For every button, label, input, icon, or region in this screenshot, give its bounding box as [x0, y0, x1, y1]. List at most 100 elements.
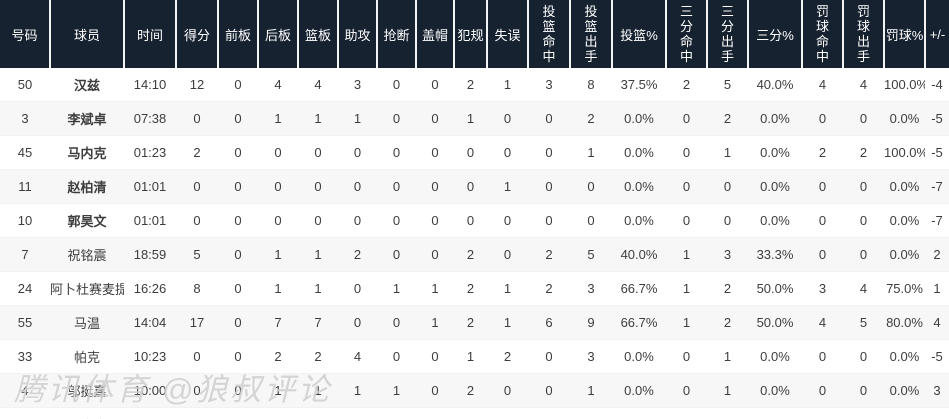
player-row: 24 阿卜杜赛麦提 16:26 8 0 1 1 0 1 1 2 1 2 3 66.7% 1 2 50.0% 3 4 75… — [0, 271, 949, 306]
stat-cell-ft-made: 0 — [802, 407, 843, 419]
table-header: 号码 球员 时间 得分 前板 后板 篮板 助攻 抢断 盖帽 犯规 失误 投篮命中 投篮出手 投篮% 三分命中 三… — [0, 0, 949, 68]
stat-cell-plus-minus: -2 — [925, 407, 949, 419]
stat-cell-def-rebounds: 0 — [258, 169, 298, 204]
stat-cell-blocks: 0 — [416, 407, 454, 419]
stat-cell-fouls: 2 — [454, 271, 487, 306]
stat-cell-steals: 0 — [377, 101, 416, 136]
stat-cell-assists: 2 — [338, 237, 377, 272]
column-header-off-rebounds: 前板 — [218, 0, 259, 68]
stat-cell-number: 24 — [0, 271, 50, 306]
stat-cell-off-rebounds: 0 — [218, 237, 258, 272]
player-row: 50 汉兹 14:10 12 0 4 4 3 0 0 2 1 3 8 37.5% 2 5 40.0% 4 4 100.0… — [0, 68, 949, 102]
stat-cell-three-attempted: 2 — [707, 101, 748, 136]
stat-cell-three-pct: 50.0% — [748, 305, 802, 340]
stat-cell-turnovers: 1 — [487, 305, 528, 340]
player-name-cell: 马内克 — [50, 135, 124, 170]
stat-cell-rebounds: 1 — [298, 237, 338, 272]
stat-cell-points: 8 — [176, 271, 218, 306]
stat-cell-ft-made: 0 — [802, 339, 843, 374]
stat-cell-ft-attempted: 2 — [843, 135, 884, 170]
stat-cell-ft-pct: 80.0% — [884, 305, 925, 340]
stat-cell-rebounds: 1 — [298, 101, 338, 136]
stat-cell-number: 4 — [0, 373, 50, 408]
column-header-time: 时间 — [124, 0, 177, 68]
column-header-player: 球员 — [50, 0, 125, 68]
stat-cell-assists: 0 — [338, 135, 377, 170]
stat-cell-blocks: 0 — [416, 135, 454, 170]
stat-cell-def-rebounds: 1 — [258, 271, 298, 306]
stat-cell-ft-made: 2 — [802, 135, 843, 170]
stat-cell-points: 0 — [176, 101, 218, 136]
stat-cell-three-pct: 0.0% — [748, 169, 802, 204]
stat-cell-steals: 0 — [377, 305, 416, 340]
player-row: 4 邬挺嘉 10:00 0 0 1 1 1 1 0 2 0 0 1 0.0% 0 1 0.0% 0 0 0.0% 3 — [0, 373, 949, 408]
column-header-label: 罚球出手 — [856, 4, 870, 64]
stat-cell-three-pct: 0.0% — [748, 339, 802, 374]
stat-cell-time: 18:59 — [124, 237, 176, 272]
stat-cell-ft-pct: 75.0% — [884, 271, 925, 306]
player-row: 7 祝铭震 18:59 5 0 1 1 2 0 0 2 0 2 5 40.0% 1 3 33.3% 0 0 0.0% 2 — [0, 237, 949, 272]
stat-cell-fg-attempted: 3 — [570, 271, 612, 306]
stat-cell-plus-minus: 2 — [925, 237, 949, 272]
player-name-cell: 马鑫鑫 — [50, 407, 124, 419]
stat-cell-off-rebounds: 0 — [218, 68, 258, 102]
stat-cell-plus-minus: -5 — [925, 101, 949, 136]
stat-cell-off-rebounds: 0 — [218, 203, 258, 238]
stat-cell-three-attempted: 0 — [707, 203, 748, 238]
column-header-label: 投篮命中 — [542, 4, 556, 64]
stat-cell-assists: 1 — [338, 101, 377, 136]
stat-cell-rebounds: 1 — [298, 407, 338, 419]
stat-cell-assists: 3 — [338, 68, 377, 102]
stat-cell-steals: 1 — [377, 373, 416, 408]
stat-cell-ft-pct: 0.0% — [884, 101, 925, 136]
stat-cell-off-rebounds: 0 — [218, 339, 258, 374]
player-name-cell: 马温 — [50, 305, 124, 340]
stat-cell-fouls: 2 — [454, 237, 487, 272]
stat-cell-three-attempted: 1 — [707, 373, 748, 408]
column-header-ft-made: 罚球命中 — [802, 0, 844, 68]
stat-cell-ft-made: 4 — [802, 305, 843, 340]
stat-cell-steals: 0 — [377, 203, 416, 238]
stat-cell-assists: 4 — [338, 339, 377, 374]
stat-cell-ft-made: 0 — [802, 373, 843, 408]
stat-cell-three-made: 0 — [666, 339, 707, 374]
stat-cell-ft-attempted: 0 — [843, 339, 884, 374]
stat-cell-ft-made: 3 — [802, 271, 843, 306]
stat-cell-fg-pct: 0.0% — [612, 203, 666, 238]
stat-cell-rebounds: 7 — [298, 305, 338, 340]
stat-cell-rebounds: 1 — [298, 271, 338, 306]
stat-cell-three-attempted: 0 — [707, 407, 748, 419]
player-name-cell: 李斌卓 — [50, 101, 124, 136]
stat-cell-turnovers: 0 — [487, 135, 528, 170]
stat-cell-assists: 1 — [338, 373, 377, 408]
stat-cell-fg-pct: 0.0% — [612, 101, 666, 136]
stat-cell-three-attempted: 2 — [707, 271, 748, 306]
stat-cell-ft-pct: 100.0% — [884, 135, 925, 170]
stat-cell-plus-minus: 3 — [925, 373, 949, 408]
stat-cell-blocks: 0 — [416, 339, 454, 374]
player-row: 45 马内克 01:23 2 0 0 0 0 0 0 0 0 0 1 0.0% 0 1 0.0% 2 2 100.0% -… — [0, 135, 949, 170]
column-header-fouls: 犯规 — [454, 0, 488, 68]
stat-cell-fouls: 2 — [454, 305, 487, 340]
stat-cell-time: 04:55 — [124, 407, 176, 419]
stat-cell-steals: 0 — [377, 339, 416, 374]
stat-cell-points: 5 — [176, 237, 218, 272]
stat-cell-turnovers: 0 — [487, 101, 528, 136]
column-header-ft-pct: 罚球% — [884, 0, 926, 68]
stat-cell-number: 55 — [0, 305, 50, 340]
column-header-fg-attempted: 投篮出手 — [570, 0, 613, 68]
stat-cell-ft-attempted: 0 — [843, 237, 884, 272]
column-header-assists: 助攻 — [338, 0, 378, 68]
stat-cell-ft-made: 0 — [802, 203, 843, 238]
stat-cell-plus-minus: 4 — [925, 305, 949, 340]
stat-cell-steals: 0 — [377, 135, 416, 170]
stat-cell-turnovers: 1 — [487, 271, 528, 306]
stat-cell-three-attempted: 3 — [707, 237, 748, 272]
stat-cell-ft-pct: 0.0% — [884, 203, 925, 238]
stat-cell-three-made: 0 — [666, 135, 707, 170]
stat-cell-fg-made: 0 — [528, 407, 570, 419]
stat-cell-fg-pct: 40.0% — [612, 237, 666, 272]
stat-cell-blocks: 1 — [416, 305, 454, 340]
stat-cell-fg-pct: 66.7% — [612, 305, 666, 340]
stat-cell-ft-made: 0 — [802, 169, 843, 204]
